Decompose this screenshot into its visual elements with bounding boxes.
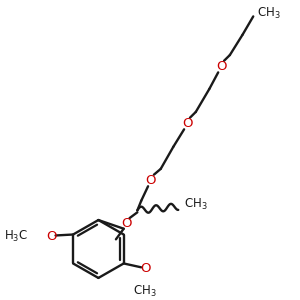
Text: O: O bbox=[122, 218, 132, 230]
Text: CH$_3$: CH$_3$ bbox=[133, 284, 157, 299]
Text: O: O bbox=[216, 60, 226, 73]
Text: H$_3$C: H$_3$C bbox=[4, 229, 28, 244]
Text: CH$_3$: CH$_3$ bbox=[257, 6, 281, 21]
Text: O: O bbox=[146, 174, 156, 187]
Text: CH$_3$: CH$_3$ bbox=[184, 197, 208, 212]
Text: O: O bbox=[182, 117, 192, 130]
Text: O: O bbox=[46, 230, 57, 243]
Text: O: O bbox=[140, 262, 150, 275]
